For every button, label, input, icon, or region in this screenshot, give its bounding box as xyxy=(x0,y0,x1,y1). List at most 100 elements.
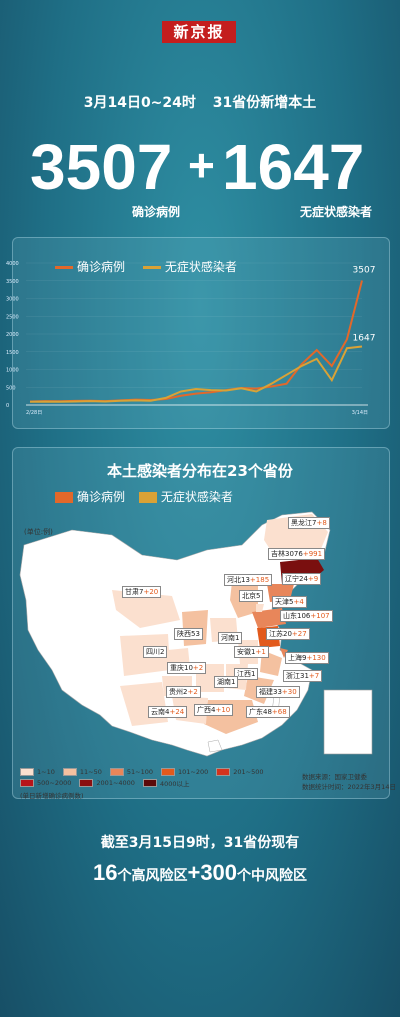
subtitle: 3月14日0~24时 31省份新增本土 xyxy=(0,92,400,112)
asymptomatic-label: 无症状感染者 xyxy=(300,205,373,219)
hainan-region xyxy=(207,739,223,753)
province-label: 湖南1 xyxy=(214,676,239,688)
source-line-2: 数据统计时间：2022年3月14日 xyxy=(302,783,396,791)
scale-8: 4000以上 xyxy=(159,780,190,788)
asymptomatic-series-line xyxy=(29,345,363,403)
province-label: 天津5+4 xyxy=(272,596,307,608)
province-label: 黑龙江7+8 xyxy=(288,517,330,529)
confirmed-end-label: 3507 xyxy=(353,266,376,276)
legend-confirmed: 确诊病例 xyxy=(77,260,126,274)
province-name: 江西 xyxy=(237,670,251,678)
province-confirmed: 10 xyxy=(184,664,193,672)
province-name: 江苏 xyxy=(269,630,283,638)
y-tick-label: 3500 xyxy=(6,279,19,285)
province-name: 河北 xyxy=(227,576,241,584)
province-plus: + xyxy=(308,672,315,680)
footer-line-1: 截至3月15日9时，31省份现有 xyxy=(100,835,300,851)
scale-4: 101~200 xyxy=(177,768,209,776)
legend-asymptomatic: 无症状感染者 xyxy=(164,260,237,274)
province-asymptomatic: 68 xyxy=(277,708,287,716)
province-asymptomatic: 7 xyxy=(314,672,320,680)
province-label: 贵州2+2 xyxy=(166,686,201,698)
trend-chart-panel xyxy=(12,237,390,429)
asymptomatic-end-label: 1647 xyxy=(353,334,376,344)
province-name: 天津 xyxy=(275,598,289,606)
province-asymptomatic: 24 xyxy=(175,708,185,716)
y-tick-label: 2500 xyxy=(6,314,19,320)
province-plus: + xyxy=(169,708,176,716)
province-confirmed: 5 xyxy=(289,598,294,606)
province-label: 福建33+30 xyxy=(256,686,300,698)
province-confirmed: 5 xyxy=(256,592,261,600)
subtitle-text: 31省份新增本土 xyxy=(212,95,317,111)
province-label: 江苏20+27 xyxy=(266,628,310,640)
x-tick-label: 2/28日 xyxy=(26,410,42,416)
map-title: 本土感染者分布在23个省份 xyxy=(107,462,293,480)
scale-1: 1~10 xyxy=(37,768,55,776)
subtitle-time: 3月14日0~24时 xyxy=(83,95,196,111)
province-name: 河南 xyxy=(221,634,235,642)
province-name: 辽宁 xyxy=(285,575,299,583)
province-asymptomatic: 1 xyxy=(261,648,266,656)
province-name: 重庆 xyxy=(170,664,184,672)
province-name: 广西 xyxy=(197,706,211,714)
province-label: 江西1 xyxy=(234,668,259,680)
province-plus: + xyxy=(249,576,256,584)
unit-label: (单位:例) xyxy=(24,528,53,536)
province-plus: + xyxy=(187,688,194,696)
shandong-region xyxy=(252,608,286,628)
x-tick-label: 3/14日 xyxy=(352,410,368,416)
province-plus: + xyxy=(307,575,314,583)
province-name: 上海 xyxy=(288,654,302,662)
scale-2: 11~50 xyxy=(79,768,102,776)
footer-plus: + xyxy=(187,860,201,885)
province-confirmed: 2 xyxy=(160,648,165,656)
province-label: 吉林3076+991 xyxy=(268,548,326,560)
province-label: 广东48+68 xyxy=(246,706,290,718)
province-confirmed: 53 xyxy=(191,630,200,638)
province-confirmed: 13 xyxy=(241,576,250,584)
high-risk-count: 16 xyxy=(92,860,118,885)
province-label: 甘肃7+20 xyxy=(122,586,162,598)
province-label: 陕西53 xyxy=(174,628,203,640)
province-plus: + xyxy=(192,664,199,672)
footer-line-2: 16个高风险区+300个中风险区 xyxy=(0,860,400,886)
province-name: 湖南 xyxy=(217,678,231,686)
province-label: 云南4+24 xyxy=(148,706,188,718)
province-asymptomatic: 8 xyxy=(322,519,327,527)
asymptomatic-number: 1647 xyxy=(222,131,365,203)
province-confirmed: 2 xyxy=(183,688,188,696)
confirmed-number: 3507 xyxy=(30,131,173,203)
province-asymptomatic: 27 xyxy=(297,630,307,638)
confirmed-label: 确诊病例 xyxy=(132,205,181,219)
province-confirmed: 24 xyxy=(299,575,308,583)
province-asymptomatic: 4 xyxy=(299,598,304,606)
province-confirmed: 106 xyxy=(297,612,311,620)
province-confirmed: 4 xyxy=(165,708,170,716)
high-risk-text: 个高风险区 xyxy=(117,868,188,884)
map-legend-asymptomatic: 无症状感染者 xyxy=(160,490,233,504)
province-plus: + xyxy=(215,706,222,714)
province-plus: + xyxy=(143,588,150,596)
province-confirmed: 48 xyxy=(263,708,272,716)
province-label: 北京5 xyxy=(239,590,264,602)
province-label: 河南1 xyxy=(218,632,243,644)
province-asymptomatic: 2 xyxy=(193,688,198,696)
y-tick-label: 1000 xyxy=(6,368,19,374)
source-line-1: 数据来源：国家卫健委 xyxy=(302,773,367,781)
province-plus: + xyxy=(271,708,278,716)
province-plus: + xyxy=(316,519,323,527)
scale-7: 2001~4000 xyxy=(96,779,135,787)
province-asymptomatic: 20 xyxy=(149,588,159,596)
y-tick-label: 1500 xyxy=(6,350,19,356)
y-tick-label: 3000 xyxy=(6,297,19,303)
province-asymptomatic: 30 xyxy=(287,688,297,696)
mid-risk-count: 300 xyxy=(200,860,238,885)
province-confirmed: 1 xyxy=(231,678,236,686)
y-tick-label: 2000 xyxy=(6,332,19,338)
province-plus: + xyxy=(306,654,313,662)
province-name: 吉林 xyxy=(271,550,285,558)
logo: 新京报 xyxy=(162,21,236,43)
province-confirmed: 9 xyxy=(302,654,307,662)
province-name: 四川 xyxy=(146,648,160,656)
